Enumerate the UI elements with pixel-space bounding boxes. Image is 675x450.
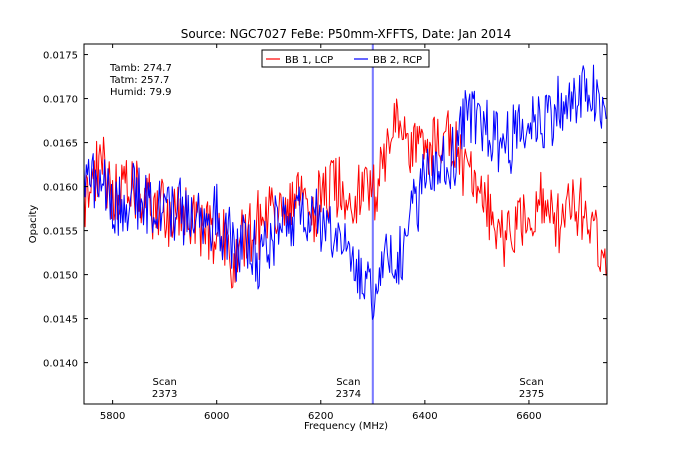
y-tick-label: 0.0150 (43, 271, 78, 282)
scan-label: Scan (519, 377, 543, 388)
y-tick-label: 0.0165 (43, 139, 78, 150)
tick-labels: 5800 6000 6200 6400 6600 0.0140 0.0145 0.0150 0.… (43, 51, 542, 422)
y-tick-label: 0.0170 (43, 95, 78, 106)
scan-label: Scan (336, 377, 360, 388)
y-tick-label: 0.0160 (43, 183, 78, 194)
axis-ticks (84, 44, 607, 404)
flagged-frequency-band (371, 44, 374, 404)
legend: BB 1, LCP BB 2, RCP (261, 49, 430, 68)
plot-frame (83, 43, 608, 405)
scan-label: Scan (153, 377, 177, 388)
scan-number: 2374 (336, 389, 361, 400)
plot-area (83, 43, 608, 405)
scan-number: 2373 (152, 389, 177, 400)
y-tick-label: 0.0140 (43, 359, 78, 370)
x-axis-label: Frequency (MHz) (304, 421, 388, 432)
tatm-text: Tatm: 257.7 (109, 75, 169, 86)
series-layer (83, 64, 607, 320)
y-tick-label: 0.0175 (43, 51, 78, 62)
series-line-rcp (83, 64, 607, 320)
weather-annotation: Tamb: 274.7 Tatm: 257.7 Humid: 79.9 (109, 63, 172, 98)
legend-label-rcp: BB 2, RCP (373, 55, 422, 66)
legend-box (261, 49, 430, 68)
y-tick-label: 0.0145 (43, 315, 78, 326)
x-tick-label: 6000 (204, 411, 229, 422)
x-tick-label: 5800 (100, 411, 125, 422)
flagged-band-layer (371, 44, 374, 404)
x-tick-label: 6200 (308, 411, 333, 422)
humid-text: Humid: 79.9 (110, 87, 172, 98)
x-tick-label: 6600 (516, 411, 541, 422)
y-axis-label: Opacity (28, 205, 39, 244)
tamb-text: Tamb: 274.7 (109, 63, 172, 74)
legend-label-lcp: BB 1, LCP (285, 55, 333, 66)
x-tick-label: 6400 (412, 411, 437, 422)
chart-title: Source: NGC7027 FeBe: P50mm-XFFTS, Date:… (181, 27, 512, 41)
y-tick-label: 0.0155 (43, 227, 78, 238)
scan-number: 2375 (519, 389, 544, 400)
